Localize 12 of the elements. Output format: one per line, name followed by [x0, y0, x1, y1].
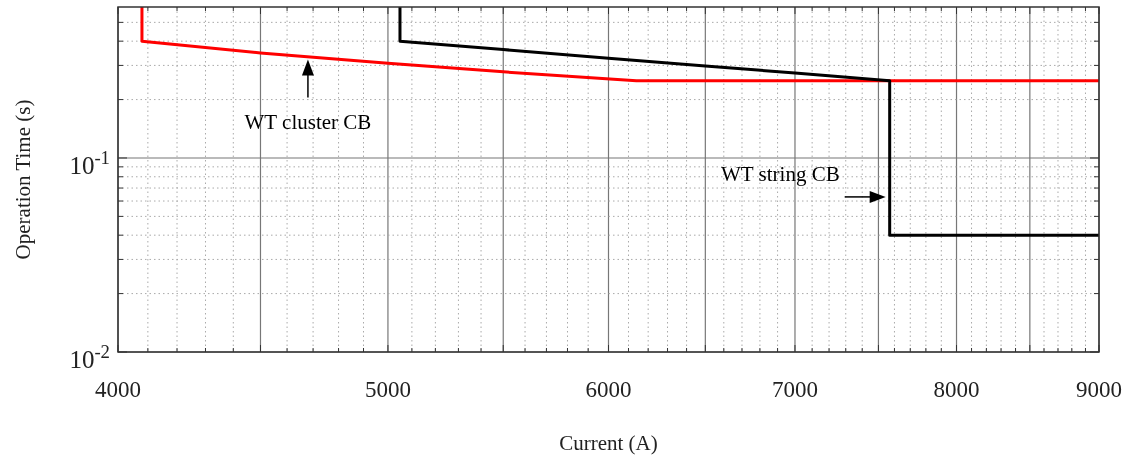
x-tick-label: 9000 [1076, 377, 1122, 402]
y-tick-label: 10$^{-2}$ [69, 340, 110, 373]
y-axis-title: Operation Time (s) [11, 99, 35, 260]
annotation: WT cluster CB [244, 110, 372, 135]
y-tick-label: 10$^{-1}$ [69, 146, 110, 179]
annotation: WT string CB [721, 161, 840, 186]
x-tick-label: 8000 [933, 377, 980, 402]
x-tick-label: 4000 [95, 377, 141, 402]
x-tick-label: 6000 [585, 377, 632, 402]
x-axis-title: Current (A) [559, 431, 658, 455]
x-tick-label: 7000 [771, 377, 818, 402]
x-tick-label: 5000 [364, 377, 411, 402]
